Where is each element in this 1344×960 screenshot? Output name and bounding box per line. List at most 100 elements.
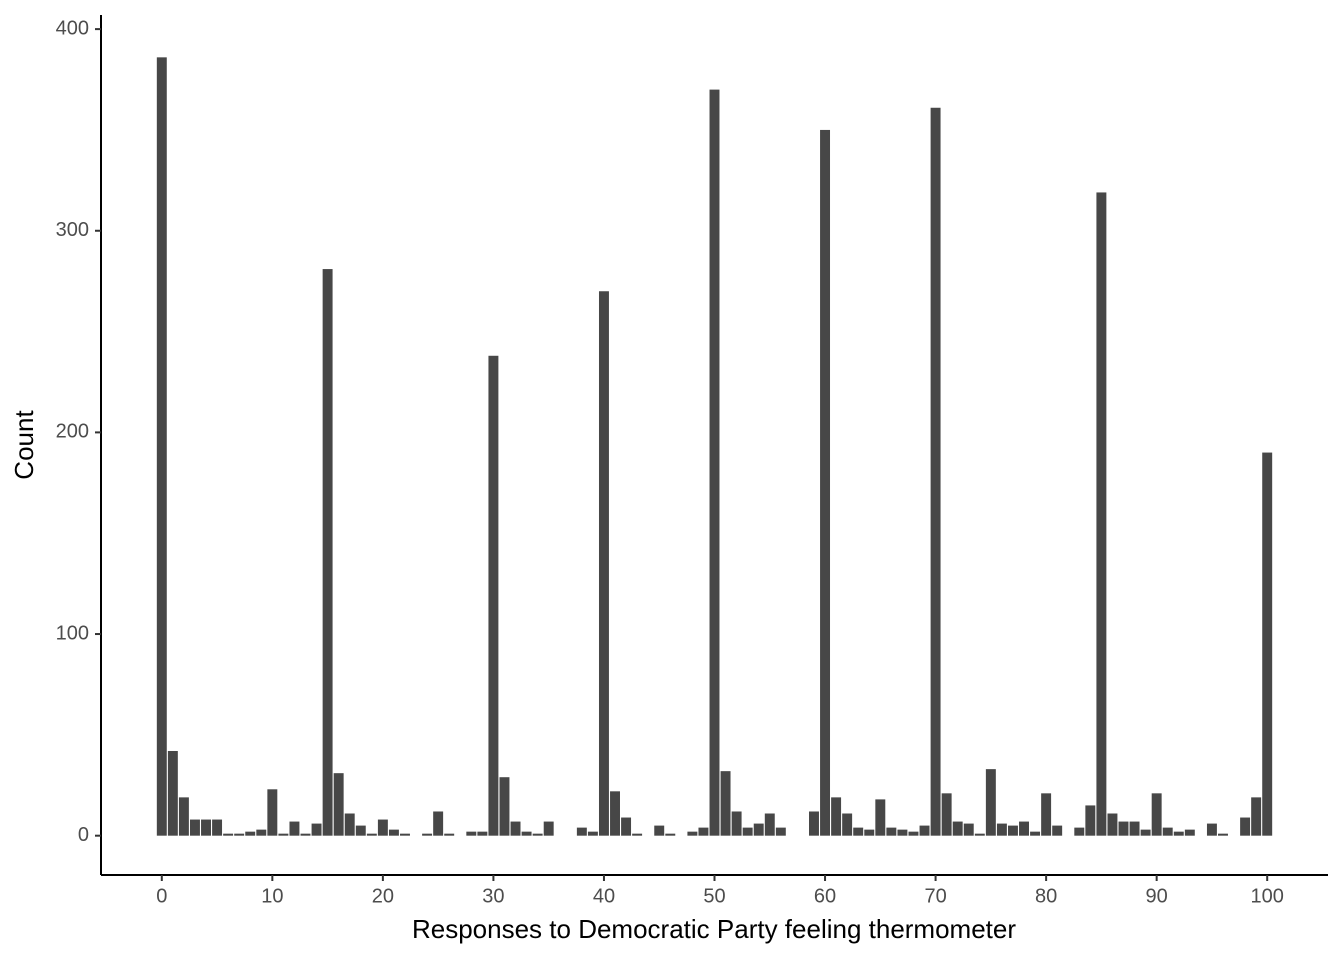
bar: [698, 827, 709, 836]
bar: [1041, 793, 1052, 836]
bar: [930, 107, 941, 836]
bar: [897, 829, 908, 836]
bar: [1007, 825, 1018, 836]
bar: [388, 829, 399, 836]
x-tick-label: 30: [482, 885, 504, 907]
bar: [1074, 827, 1085, 836]
bar: [1251, 797, 1262, 836]
bar: [621, 817, 632, 836]
bar: [278, 833, 289, 836]
bar: [333, 773, 344, 836]
bar: [687, 831, 698, 836]
bar: [952, 821, 963, 836]
bar: [996, 823, 1007, 836]
bar: [1085, 805, 1096, 836]
bar: [842, 813, 853, 836]
bar: [632, 833, 643, 836]
bar: [1019, 821, 1029, 836]
bar: [400, 833, 410, 836]
y-tick-label: 400: [56, 17, 89, 39]
bar: [886, 827, 897, 836]
bar: [311, 823, 322, 836]
bar: [753, 823, 764, 836]
bar: [422, 833, 433, 836]
bar: [521, 831, 532, 836]
bar: [245, 831, 256, 836]
bar: [223, 833, 234, 836]
bar: [201, 819, 211, 836]
bar: [178, 797, 189, 836]
bar: [919, 825, 930, 836]
bar: [256, 829, 267, 836]
bar: [831, 797, 842, 836]
bar: [598, 291, 609, 836]
bar: [731, 811, 742, 836]
bar: [466, 831, 477, 836]
bar: [775, 827, 786, 836]
y-tick-label: 100: [56, 622, 89, 644]
x-tick-label: 10: [261, 885, 283, 907]
bar: [1129, 821, 1140, 836]
x-tick-label: 100: [1251, 885, 1284, 907]
bar: [665, 833, 676, 836]
bar: [1262, 452, 1273, 836]
bar: [1052, 825, 1063, 836]
bar: [366, 833, 377, 836]
x-tick-label: 80: [1035, 885, 1057, 907]
bar: [853, 827, 864, 836]
y-axis-title: Count: [9, 410, 39, 480]
x-tick-label: 90: [1146, 885, 1168, 907]
bar: [587, 831, 598, 836]
x-axis-title: Responses to Democratic Party feeling th…: [412, 914, 1016, 944]
bar: [377, 819, 388, 836]
bar: [167, 750, 178, 836]
bar: [709, 89, 720, 836]
bar: [1173, 831, 1184, 836]
bar: [477, 831, 488, 836]
bar: [289, 821, 300, 836]
bar: [820, 129, 831, 836]
bar: [543, 821, 554, 836]
bar: [344, 813, 355, 836]
bar: [1206, 823, 1217, 836]
bar: [720, 771, 731, 836]
bar: [654, 825, 665, 836]
bar: [1030, 831, 1041, 836]
bar: [1218, 833, 1228, 836]
bar: [610, 791, 620, 836]
bar: [267, 789, 278, 836]
bar: [1118, 821, 1129, 836]
bar: [1240, 817, 1251, 836]
bar: [488, 355, 499, 836]
bar: [433, 811, 444, 836]
bar: [941, 793, 952, 836]
bar: [1184, 829, 1195, 836]
x-tick-label: 0: [156, 885, 167, 907]
bar: [300, 833, 311, 836]
bar: [764, 813, 775, 836]
bar: [355, 825, 366, 836]
bar: [1096, 192, 1107, 836]
x-tick-label: 60: [814, 885, 836, 907]
y-tick-label: 0: [78, 824, 89, 846]
x-tick-label: 40: [593, 885, 615, 907]
x-tick-label: 20: [372, 885, 394, 907]
bar: [156, 57, 167, 836]
bar: [875, 799, 886, 836]
y-tick-label: 200: [56, 421, 89, 443]
bar: [322, 269, 333, 836]
bar: [212, 819, 223, 836]
bar: [576, 827, 587, 836]
bar: [444, 833, 455, 836]
bar: [908, 831, 919, 836]
bar: [1151, 793, 1162, 836]
bar: [189, 819, 200, 836]
bar: [510, 821, 521, 836]
bar: [985, 769, 996, 836]
bar: [974, 833, 985, 836]
bar: [1162, 827, 1173, 836]
bar: [499, 777, 510, 836]
bar: [234, 833, 245, 836]
